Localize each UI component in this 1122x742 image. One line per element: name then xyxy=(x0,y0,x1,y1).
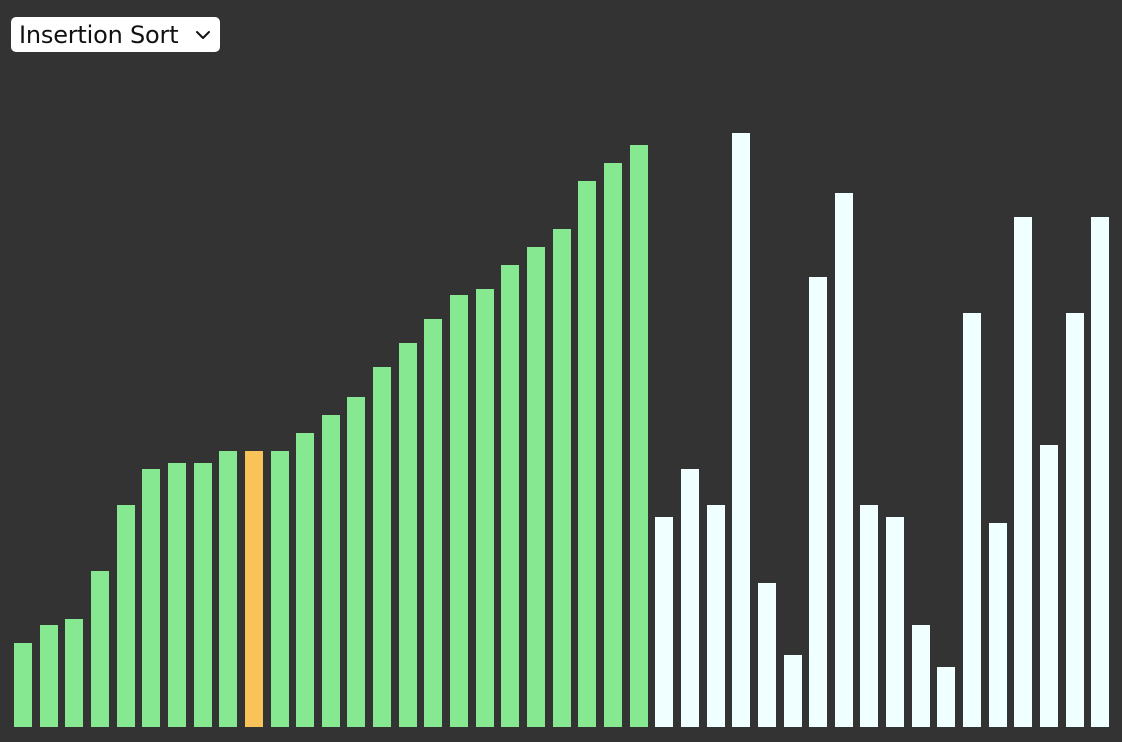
bar xyxy=(578,181,597,727)
bar xyxy=(1091,217,1110,727)
bar xyxy=(65,619,84,727)
bar xyxy=(270,451,289,727)
bar xyxy=(90,571,109,727)
bar xyxy=(14,643,32,727)
bar xyxy=(142,469,161,727)
algorithm-select-label: Insertion Sort xyxy=(19,20,179,49)
bar xyxy=(39,625,58,727)
bar xyxy=(116,505,135,727)
bar xyxy=(1040,445,1058,727)
bar xyxy=(167,463,186,727)
bar xyxy=(937,667,956,727)
bar xyxy=(834,193,853,727)
bar xyxy=(424,319,443,727)
bar xyxy=(732,133,751,727)
bar xyxy=(860,505,879,727)
chevron-down-icon xyxy=(196,31,210,39)
bar xyxy=(244,451,263,727)
bar xyxy=(963,313,981,727)
bar xyxy=(629,145,648,727)
bar xyxy=(655,517,674,727)
bar xyxy=(757,583,776,727)
bar xyxy=(988,523,1007,727)
bar xyxy=(911,625,930,727)
bar xyxy=(527,247,545,727)
bar xyxy=(1014,217,1033,727)
bar xyxy=(680,469,699,727)
bar xyxy=(219,451,238,727)
algorithm-select[interactable]: Insertion Sort xyxy=(11,17,220,52)
bar xyxy=(1065,313,1084,727)
bar xyxy=(783,655,802,727)
bar xyxy=(296,433,315,727)
bar xyxy=(398,343,417,727)
bar xyxy=(321,415,340,727)
bar xyxy=(603,163,622,727)
bar xyxy=(450,295,468,727)
bar xyxy=(373,367,392,727)
bar xyxy=(501,265,520,727)
bar xyxy=(706,505,725,727)
bar xyxy=(886,517,905,727)
bar xyxy=(193,463,212,727)
bar xyxy=(809,277,828,727)
bar xyxy=(552,229,571,727)
bar xyxy=(347,397,366,727)
bar xyxy=(475,289,494,727)
